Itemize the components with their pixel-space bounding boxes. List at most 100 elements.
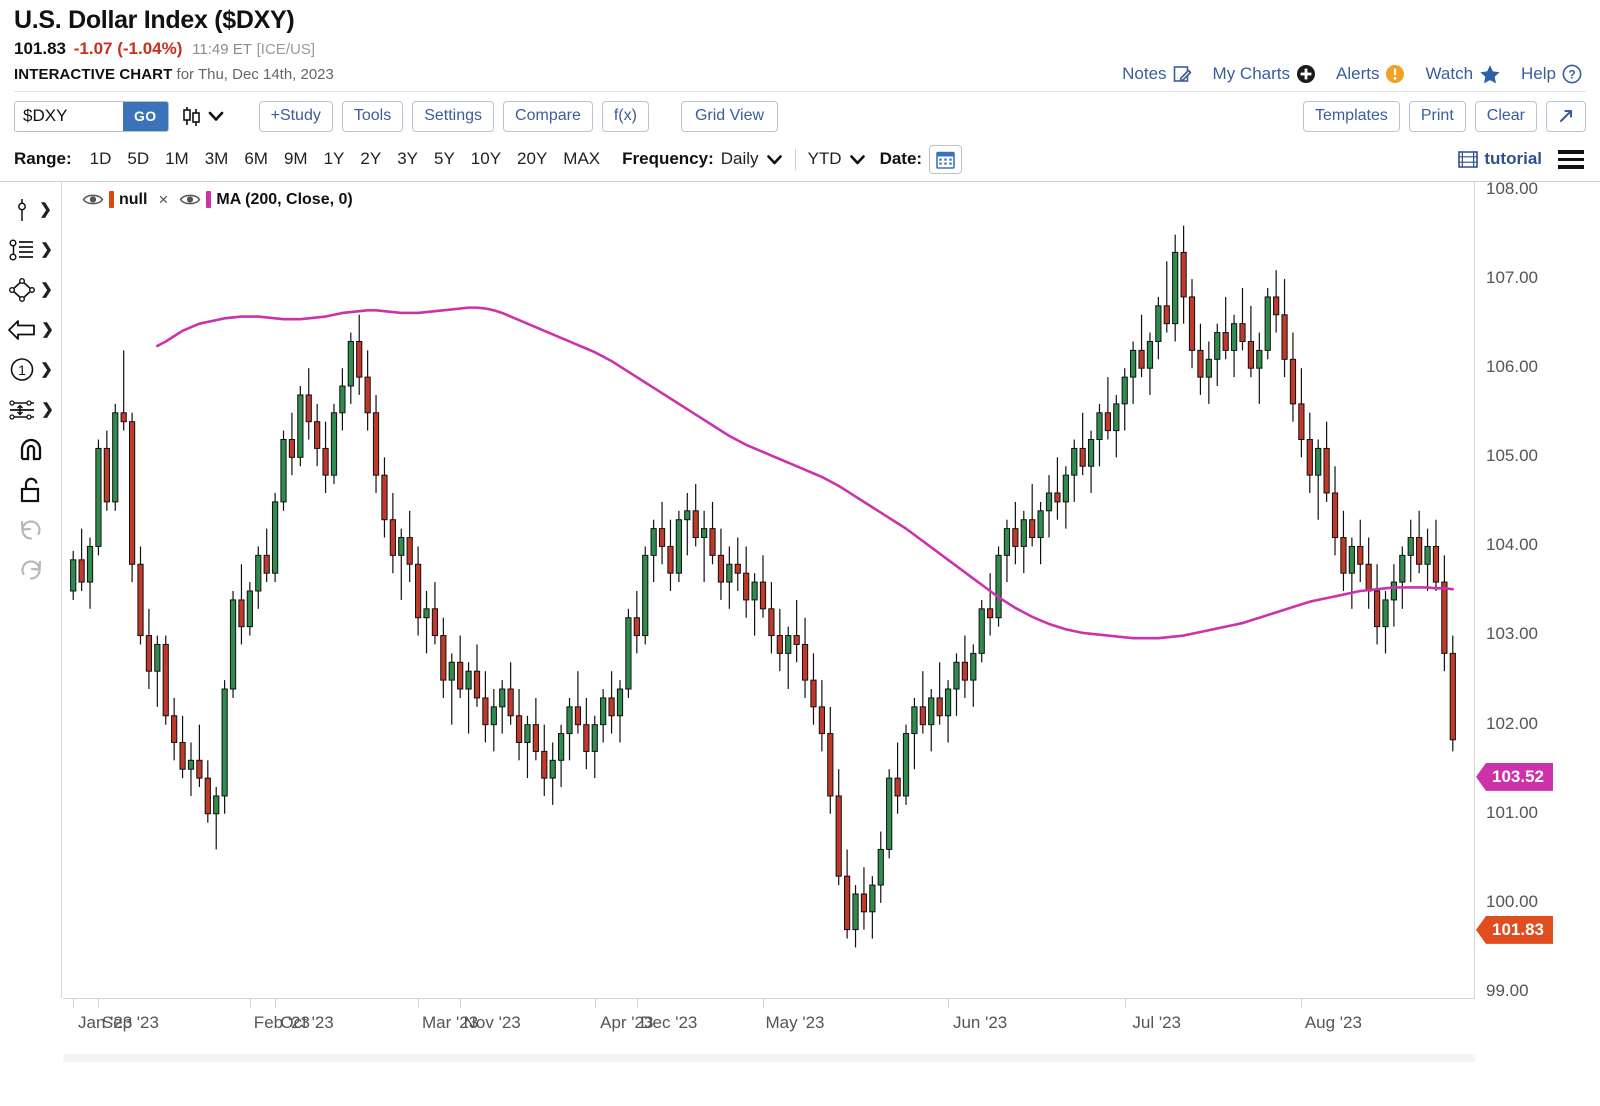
expand-chart-button[interactable] — [1546, 100, 1586, 132]
fibonacci-tool-icon[interactable]: ❯ — [0, 390, 62, 430]
alerts-link[interactable]: Alerts — [1336, 64, 1405, 84]
notes-link[interactable]: Notes — [1122, 64, 1192, 84]
plus-circle-icon — [1296, 64, 1316, 84]
crosshair-chevron-icon: ❯ — [39, 201, 52, 219]
function-button[interactable]: f(x) — [601, 100, 649, 132]
frequency-group: Frequency: Daily — [622, 149, 782, 169]
templates-button[interactable]: Templates — [1302, 100, 1400, 132]
x-axis-tick — [98, 998, 100, 1008]
y-axis-tick: 103.00 — [1486, 624, 1538, 644]
x-axis-label: May '23 — [765, 1012, 825, 1032]
range-option-9m[interactable]: 9M — [283, 149, 308, 169]
drawing-toolbar: ❯ ❯ ❯ ❯ 1 ❯ ❯ — [0, 181, 62, 998]
symbol-input[interactable] — [15, 101, 123, 131]
add-study-button[interactable]: +Study — [258, 100, 333, 132]
toolbar-divider — [794, 148, 796, 170]
candlestick-icon — [181, 105, 205, 127]
notes-pencil-icon — [1173, 64, 1193, 84]
notes-link-label: Notes — [1122, 64, 1167, 84]
range-option-1d[interactable]: 1D — [89, 149, 112, 169]
range-controls: Range: 1D 5D 1M 3M 6M 9M 1Y 2Y 3Y 5Y 10Y… — [14, 144, 963, 174]
settings-button[interactable]: Settings — [412, 100, 495, 132]
x-axis-tick — [1301, 998, 1303, 1008]
period-chevron-down-icon[interactable] — [849, 153, 866, 166]
x-axis-tick — [418, 998, 420, 1008]
compare-button[interactable]: Compare — [503, 100, 593, 132]
trendline-chevron-icon: ❯ — [40, 241, 53, 259]
range-option-max[interactable]: MAX — [563, 149, 601, 169]
magnet-icon[interactable] — [0, 430, 62, 470]
tutorial-link[interactable]: tutorial — [1458, 149, 1542, 169]
tools-button[interactable]: Tools — [341, 100, 404, 132]
hamburger-menu-icon[interactable] — [1556, 148, 1586, 171]
date-label: Date: — [879, 149, 923, 169]
y-axis-tick: 99.00 — [1486, 980, 1529, 1000]
eye-visibility-icon[interactable] — [82, 192, 104, 207]
range-option-3m[interactable]: 3M — [204, 149, 229, 169]
page-title: U.S. Dollar Index ($DXY) — [14, 6, 295, 34]
alert-exclamation-icon — [1385, 64, 1405, 84]
range-option-5d[interactable]: 5D — [127, 149, 150, 169]
unlock-icon[interactable] — [0, 470, 62, 510]
y-axis-tick: 107.00 — [1486, 267, 1538, 287]
x-axis-tick — [73, 998, 75, 1008]
period-value[interactable]: YTD — [807, 149, 842, 169]
watch-link-label: Watch — [1425, 64, 1474, 84]
legend-study-ma[interactable]: MA (200, Close, 0) — [179, 191, 353, 209]
horizontal-scrollbar[interactable] — [63, 1053, 1475, 1064]
toolbar-right-group: Templates Print Clear — [1302, 100, 1586, 132]
go-button[interactable]: GO — [123, 101, 168, 131]
legend-series-null[interactable]: null — [82, 191, 147, 209]
redo-icon[interactable] — [0, 550, 62, 590]
x-axis-label: Aug '23 — [1304, 1012, 1362, 1032]
range-option-2y[interactable]: 2Y — [360, 149, 382, 169]
chart-subheader-row: INTERACTIVE CHART for Thu, Dec 14th, 202… — [14, 64, 1586, 92]
rangebar-right-group: tutorial — [1458, 148, 1586, 171]
date-axis[interactable]: Jan '23 Feb '23 Mar '23 Apr '23 May '23 Jun '… — [63, 997, 1475, 1048]
scrollbar-track[interactable] — [63, 1053, 1475, 1062]
my-charts-link[interactable]: My Charts — [1213, 64, 1316, 84]
symbol-search-box: GO — [14, 100, 169, 132]
range-option-1m[interactable]: 1M — [165, 149, 189, 169]
watch-link[interactable]: Watch — [1425, 64, 1501, 85]
help-link[interactable]: Help ? — [1521, 64, 1582, 84]
eye-visibility-icon-study[interactable] — [179, 192, 201, 207]
range-option-20y[interactable]: 20Y — [517, 149, 548, 169]
x-axis-tick — [249, 998, 251, 1008]
quote-line: 101.83 -1.07 (-1.04%) 11:49 ET [ICE/US] — [14, 38, 1586, 60]
trendline-tool-icon[interactable]: ❯ — [0, 230, 62, 270]
period-group: YTD — [808, 149, 866, 169]
x-axis-tick — [636, 998, 638, 1008]
chart-area: ❯ ❯ ❯ ❯ 1 ❯ ❯ — [0, 179, 1600, 1088]
chevron-down-icon — [208, 110, 224, 122]
range-option-3y[interactable]: 3Y — [397, 149, 418, 169]
frequency-chevron-down-icon[interactable] — [766, 153, 783, 166]
x-axis-label: Jul '23 — [1132, 1012, 1181, 1032]
range-option-10y[interactable]: 10Y — [470, 149, 502, 169]
chart-type-selector[interactable] — [178, 105, 227, 127]
ma-price-tag: 103.52 — [1476, 762, 1553, 791]
number-marker-tool-icon[interactable]: 1 ❯ — [0, 350, 62, 390]
x-axis-tick — [594, 998, 596, 1008]
price-axis[interactable]: 99.00 100.00 101.00 102.00 103.00 104.00 105.0… — [1476, 179, 1600, 1000]
range-option-5y[interactable]: 5Y — [433, 149, 455, 169]
frequency-value[interactable]: Daily — [720, 149, 759, 169]
undo-icon[interactable] — [0, 510, 62, 550]
legend-remove-icon[interactable]: × — [158, 189, 169, 209]
print-button[interactable]: Print — [1408, 100, 1466, 132]
range-option-1y[interactable]: 1Y — [323, 149, 345, 169]
x-axis-tick — [460, 998, 462, 1008]
calendar-button[interactable] — [929, 144, 963, 174]
y-axis-tick: 105.00 — [1486, 446, 1538, 466]
price-plot[interactable]: null × MA (200, Close, 0) — [63, 181, 1475, 998]
date-group: Date: — [879, 144, 963, 174]
x-axis-label: Mar '23 — [422, 1012, 479, 1032]
tutorial-label: tutorial — [1484, 149, 1542, 169]
clear-button[interactable]: Clear — [1474, 100, 1537, 132]
annotation-arrow-tool-icon[interactable]: ❯ — [0, 310, 62, 350]
crosshair-tool-icon[interactable]: ❯ — [0, 190, 62, 230]
range-option-6m[interactable]: 6M — [244, 149, 268, 169]
grid-view-button[interactable]: Grid View — [680, 100, 779, 132]
star-icon — [1479, 64, 1501, 85]
shapes-tool-icon[interactable]: ❯ — [0, 270, 62, 310]
